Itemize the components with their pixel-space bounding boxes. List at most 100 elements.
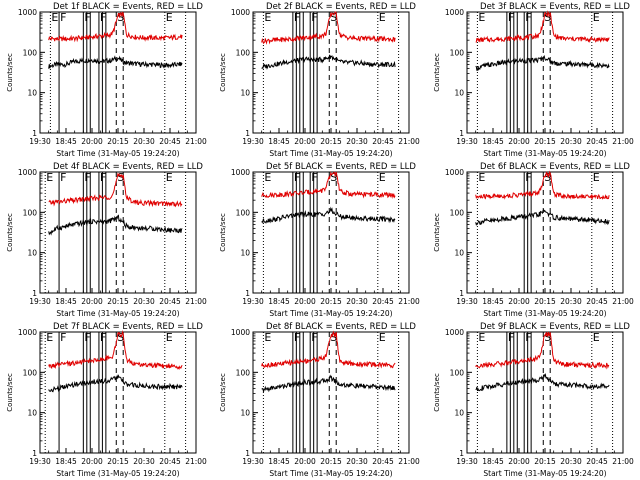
data-point-lld [169,37,170,38]
data-point-events [339,384,340,385]
event-marker-S: S [117,171,124,184]
detector-chart-1: Det 1f BLACK = Events, RED = LLD Counts/s… [6,2,207,158]
series-events [474,54,610,71]
data-point-events [112,219,113,220]
data-point-events [339,216,340,217]
data-point-lld [83,199,84,200]
data-point-events [57,228,58,229]
data-point-lld [325,356,326,357]
x-tick-label: 18:45 [268,457,290,466]
y-tick-label: 100 [236,48,251,57]
data-point-events [549,381,550,382]
event-marker-E: E [379,171,386,184]
data-point-events [608,65,609,66]
data-point-events [178,230,179,231]
data-point-events [535,380,536,381]
data-point-events [579,219,580,220]
data-point-lld [475,40,476,41]
data-point-events [475,222,476,223]
data-point-lld [65,200,66,201]
x-axis-label: Start Time (31-May-05 19:24:20) [56,149,179,158]
series-lld [261,330,396,369]
series-events [48,55,183,69]
data-point-events [109,221,110,222]
x-tick-label: 20:00 [81,137,103,146]
x-tick-label: 20:30 [133,457,155,466]
data-point-lld [100,35,101,36]
event-marker-F: F [507,331,513,344]
data-point-events [126,226,127,227]
data-point-lld [112,194,113,195]
data-point-lld [91,36,92,37]
data-point-lld [544,174,545,175]
data-point-lld [561,38,562,39]
data-point-events [135,227,136,228]
event-marker-F: F [294,331,300,344]
data-point-events [74,61,75,62]
x-tick-label: 20:30 [560,457,582,466]
x-tick-label: 20:45 [159,297,181,306]
series-events [474,372,610,392]
data-point-events [65,64,66,65]
data-point-events [123,222,124,223]
data-point-lld [570,364,571,365]
x-tick-label: 20:15 [107,297,129,306]
plot-frame [252,11,410,134]
data-point-lld [322,35,323,36]
data-point-events [553,217,554,218]
data-point-events [182,387,183,388]
event-marker-E: E [51,11,58,24]
data-point-events [596,386,597,387]
event-marker-E: E [46,171,53,184]
data-point-events [549,215,550,216]
event-marker-F: F [100,171,106,184]
data-point-events [270,388,271,389]
data-point-lld [109,358,110,359]
data-point-events [117,57,118,58]
data-point-lld [126,198,127,199]
data-point-lld [135,201,136,202]
data-point-events [83,383,84,384]
data-point-events [383,387,384,388]
data-point-lld [100,197,101,198]
data-point-lld [395,365,396,366]
data-point-lld [112,355,113,356]
event-marker-S: S [117,11,124,24]
y-tick-label: 100 [449,48,464,57]
data-point-lld [374,364,375,365]
data-point-lld [322,358,323,359]
event-marker-F: F [507,11,513,24]
x-tick-label: 18:45 [55,137,77,146]
data-point-events [475,68,476,69]
data-point-lld [336,172,337,173]
event-marker-E: E [265,331,272,344]
data-point-lld [535,192,536,193]
data-point-events [65,386,66,387]
x-tick-label: 21:00 [612,457,634,466]
data-point-events [561,63,562,64]
data-point-lld [605,196,606,197]
data-point-events [365,63,366,64]
x-tick-label: 20:45 [372,137,394,146]
x-tick-label: 18:45 [268,137,290,146]
data-point-events [261,390,262,391]
data-point-lld [296,361,297,362]
detector-chart-9: Det 9f BLACK = Events, RED = LLD Counts/s… [433,322,634,478]
data-point-events [100,61,101,62]
data-point-events [336,381,337,382]
x-axis-label: Start Time (31-May-05 19:24:20) [270,309,393,318]
x-tick-label: 20:00 [508,457,530,466]
y-tick-label: 100 [449,208,464,217]
event-marker-F: F [60,331,66,344]
data-point-events [313,59,314,60]
chart-title: Det 9f BLACK = Events, RED = LLD [480,322,630,332]
event-marker-F: F [294,171,300,184]
series-lld [474,331,609,370]
data-point-lld [143,365,144,366]
detector-chart-7: Det 7f BLACK = Events, RED = LLD Counts/s… [6,322,207,478]
data-point-lld [374,194,375,195]
data-point-events [296,383,297,384]
series-events [261,206,396,224]
data-point-lld [553,360,554,361]
series-lld [48,330,183,370]
